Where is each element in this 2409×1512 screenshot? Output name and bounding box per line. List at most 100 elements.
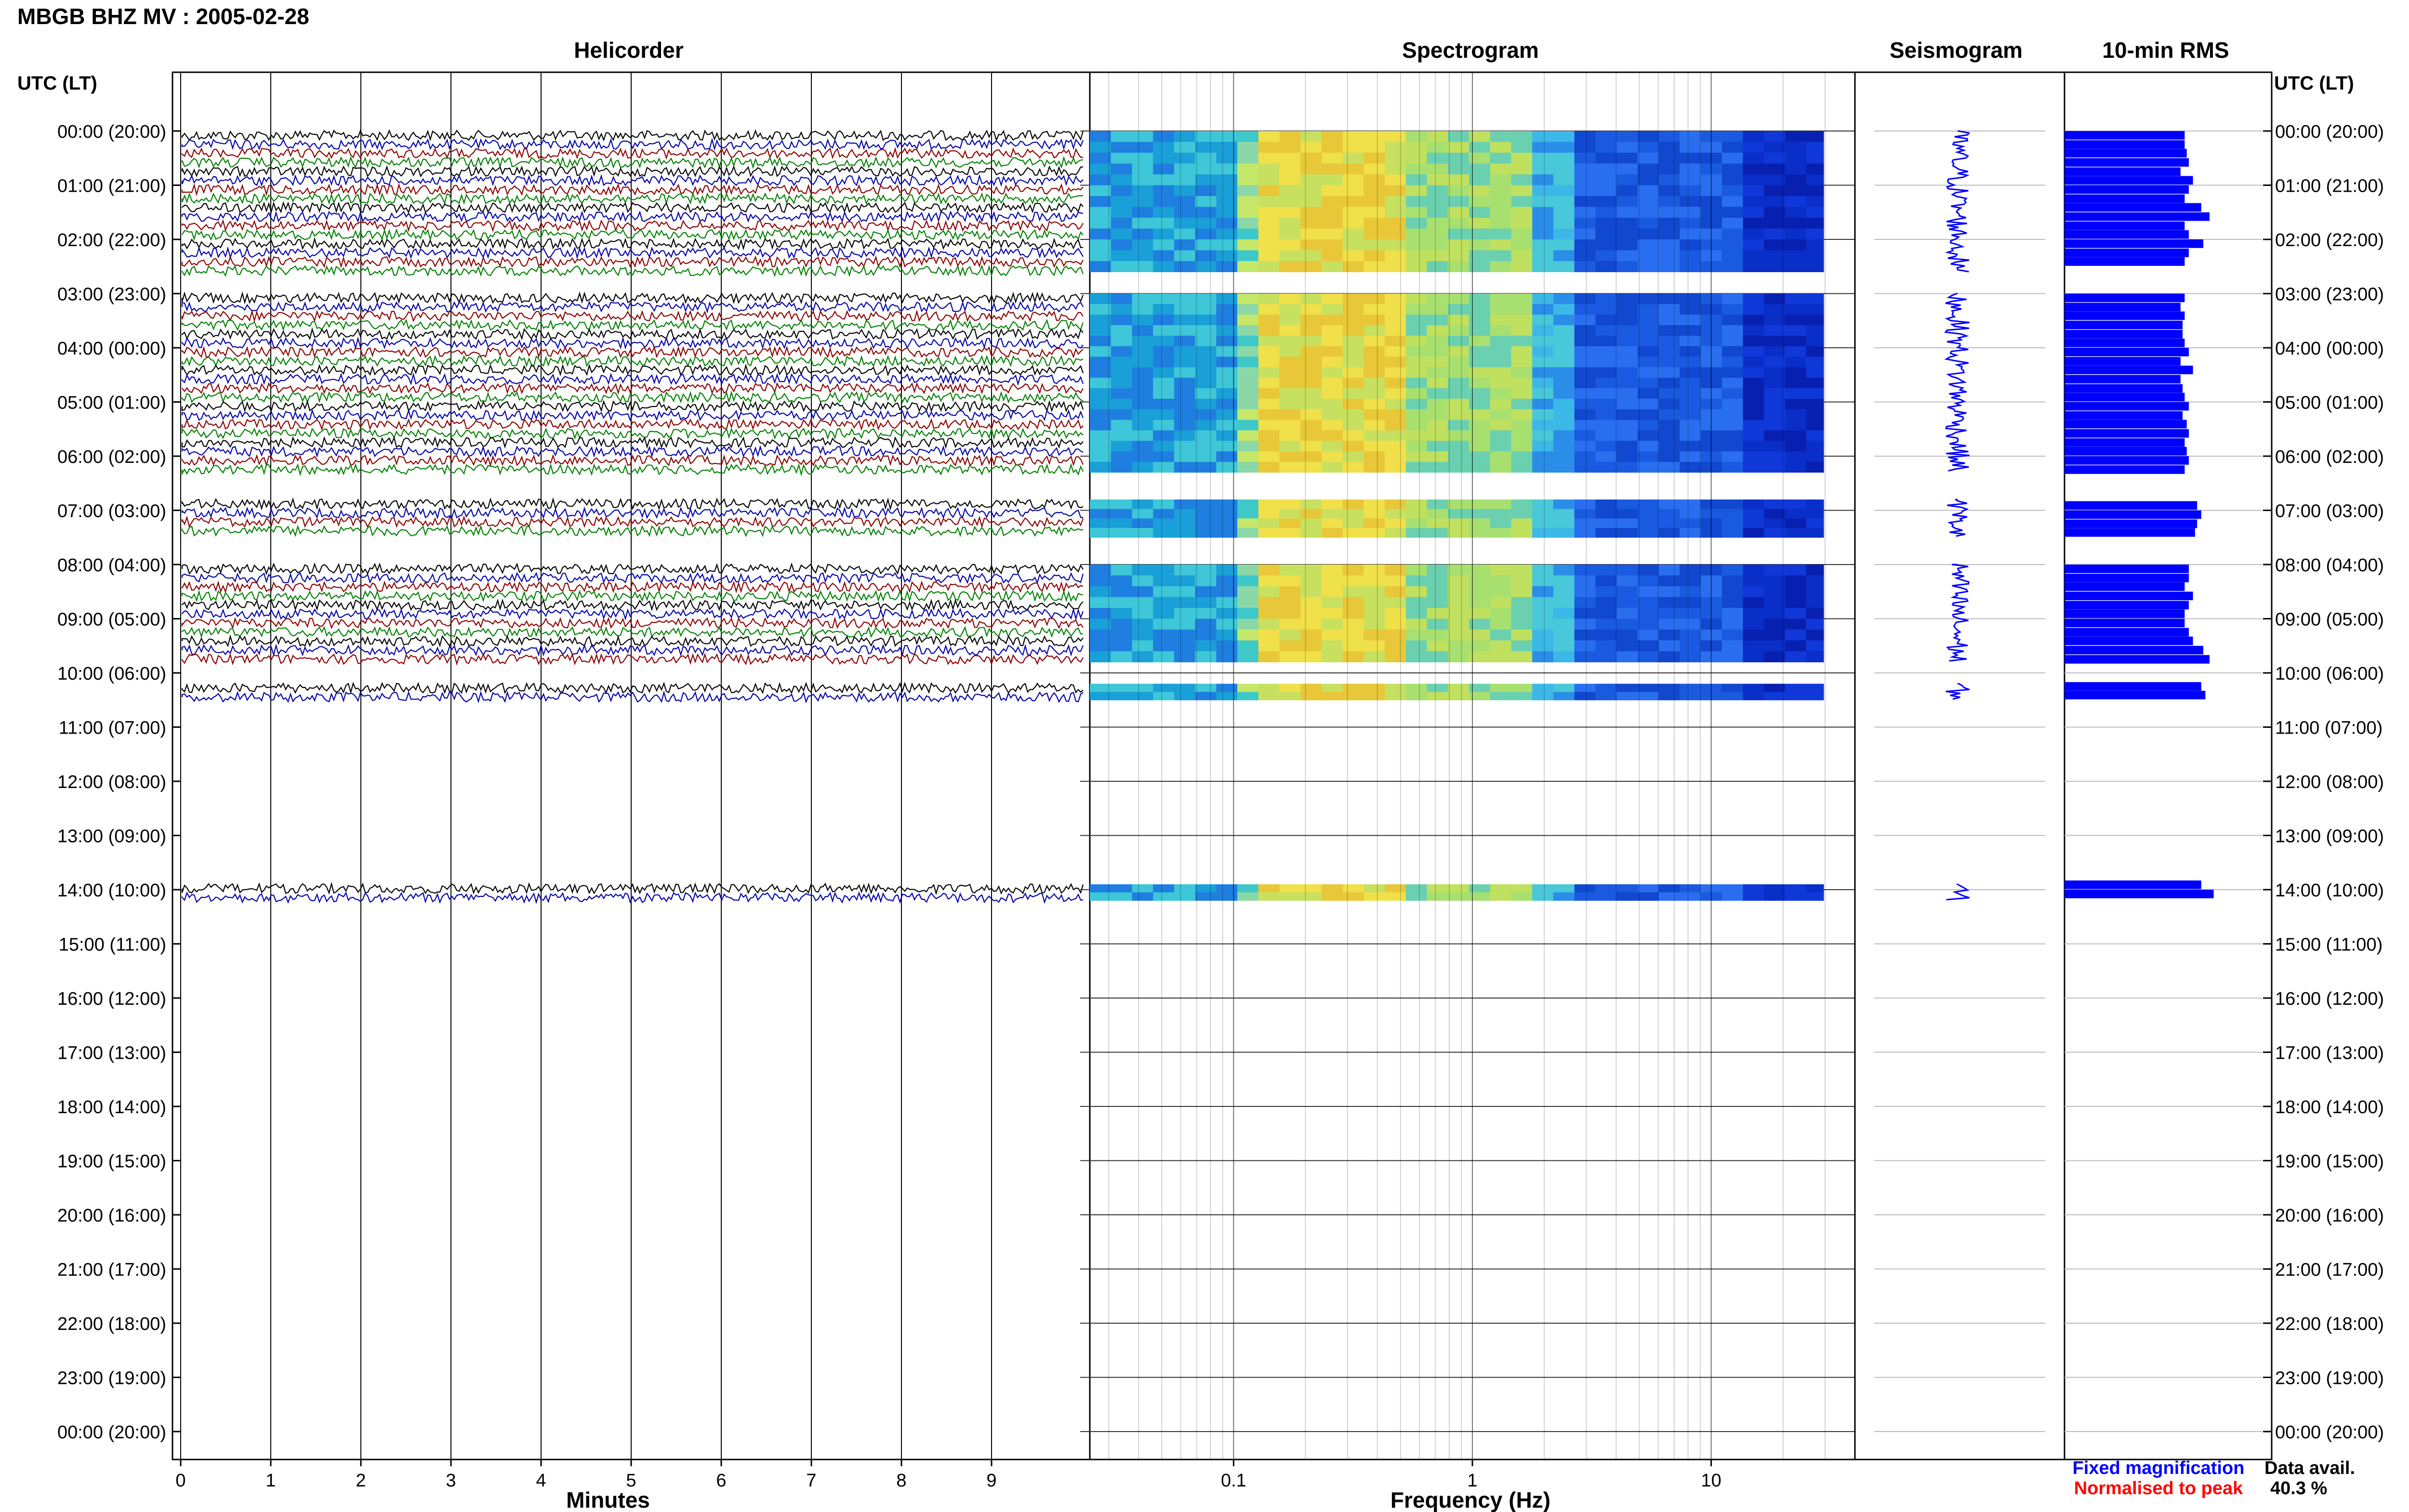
spectrogram-cell <box>1764 131 1786 142</box>
spectrogram-cell <box>1785 378 1807 389</box>
spectrogram-cell <box>1153 597 1175 608</box>
spectrogram-cell <box>1111 651 1132 662</box>
station-title: MBGB BHZ MV : 2005-02-28 <box>17 4 309 29</box>
spectrogram-cell <box>1258 518 1280 528</box>
spectrogram-cell <box>1490 325 1512 336</box>
spectrogram-cell <box>1764 239 1786 250</box>
spectrogram-cell <box>1300 261 1322 272</box>
spectrogram-cell <box>1764 325 1786 336</box>
spectrogram-cell <box>1385 461 1406 473</box>
spectrogram-cell <box>1132 528 1153 538</box>
spectrogram-cell <box>1427 608 1448 619</box>
spectrogram-cell <box>1764 597 1786 608</box>
spectrogram-cell <box>1132 228 1153 240</box>
legend-normalised-to-peak: Normalised to peak <box>2074 1478 2243 1499</box>
spectrogram-cell <box>1574 651 1596 662</box>
spectrogram-cell <box>1342 346 1364 357</box>
spectrogram-cell <box>1637 239 1659 250</box>
spectrogram-cell <box>1132 630 1153 641</box>
spectrogram-cell <box>1363 518 1385 528</box>
spectrogram-cell <box>1785 346 1807 357</box>
spectrogram-cell <box>1385 174 1406 185</box>
helicorder-trace <box>181 463 1084 477</box>
spectrogram-cell <box>1405 196 1428 207</box>
spectrogram-cell <box>1764 528 1786 538</box>
spectrogram-cell <box>1806 228 1824 240</box>
spectrogram-cell <box>1532 174 1554 185</box>
spectrogram-cell <box>1532 420 1554 431</box>
spectrogram-cell <box>1258 315 1280 326</box>
spectrogram-cell <box>1385 528 1406 538</box>
spectrogram-cell <box>1216 196 1238 207</box>
spectrogram-cell <box>1721 618 1744 630</box>
spectrogram-cell <box>1469 304 1491 315</box>
spectrogram-cell <box>1806 250 1824 262</box>
spectrogram-cell <box>1743 346 1764 357</box>
spectrogram-cell <box>1721 884 1744 893</box>
spectrogram-cell <box>1090 207 1112 218</box>
spectrogram-cell <box>1427 185 1448 197</box>
rms-bar <box>2065 636 2193 645</box>
spectrogram-cell <box>1195 131 1217 142</box>
spectrogram-cell <box>1448 597 1469 608</box>
spectrogram-cell <box>1405 315 1428 326</box>
spectrogram-cell <box>1153 630 1175 641</box>
spectrogram-cell <box>1616 131 1638 142</box>
spectrogram-cell <box>1427 618 1448 630</box>
spectrogram-cell <box>1405 461 1428 473</box>
spectrogram-cell <box>1511 528 1533 538</box>
spectrogram-cell <box>1342 131 1364 142</box>
spectrogram-cell <box>1237 565 1259 576</box>
spectrogram-cell <box>1595 608 1617 619</box>
spectrogram-cell <box>1405 884 1428 893</box>
spectrogram-cell <box>1680 207 1701 218</box>
spectrogram-cell <box>1469 325 1491 336</box>
spectrogram-cell <box>1658 586 1680 597</box>
spectrogram-cell <box>1532 250 1554 262</box>
spectrogram-cell <box>1153 892 1175 901</box>
spectrogram-cell <box>1405 692 1428 700</box>
spectrogram-cell <box>1174 174 1196 185</box>
spectrogram-cell <box>1511 608 1533 619</box>
spectrogram-cell <box>1427 388 1448 399</box>
spectrogram-cell <box>1237 153 1259 164</box>
helicorder-trace <box>181 580 1084 594</box>
spectrogram-cell <box>1764 228 1786 240</box>
spectrogram-cell <box>1721 509 1744 519</box>
spectrogram-cell <box>1405 565 1428 576</box>
spectrogram-cell <box>1511 239 1533 250</box>
spectrogram-cell <box>1595 196 1617 207</box>
spectrogram-cell <box>1532 304 1554 315</box>
spectrogram-cell <box>1385 250 1406 262</box>
spectrogram-cell <box>1511 185 1533 197</box>
spectrogram-cell <box>1680 451 1701 462</box>
spectrogram-cell <box>1237 651 1259 662</box>
spectrogram-cell <box>1363 304 1385 315</box>
spectrogram-cell <box>1553 500 1575 510</box>
spectrogram-cell <box>1237 441 1259 452</box>
spectrogram-cell <box>1111 398 1132 410</box>
spectrogram-cell <box>1153 335 1175 347</box>
spectrogram-cell <box>1511 346 1533 357</box>
spectrogram-cell <box>1553 420 1575 431</box>
spectrogram-cell <box>1532 597 1554 608</box>
spectrogram-cell <box>1385 451 1406 462</box>
spectrogram-cell <box>1363 430 1385 441</box>
spectrogram-cell <box>1490 131 1512 142</box>
spectrogram-cell <box>1637 509 1659 519</box>
spectrogram-cell <box>1658 196 1680 207</box>
time-tick-label: 02:00 (22:00) <box>57 230 166 250</box>
spectrogram-cell <box>1785 509 1807 519</box>
spectrogram-cell <box>1216 325 1238 336</box>
rms-bar <box>2065 185 2189 194</box>
spectrogram-cell <box>1174 892 1196 901</box>
spectrogram-cell <box>1405 325 1428 336</box>
spectrogram-cell <box>1532 430 1554 441</box>
spectrogram-cell <box>1680 378 1701 389</box>
spectrogram-cell <box>1279 597 1301 608</box>
spectrogram-cell <box>1680 388 1701 399</box>
spectrogram-cell <box>1153 461 1175 473</box>
spectrogram-cell <box>1595 430 1617 441</box>
spectrogram-cell <box>1153 884 1175 893</box>
